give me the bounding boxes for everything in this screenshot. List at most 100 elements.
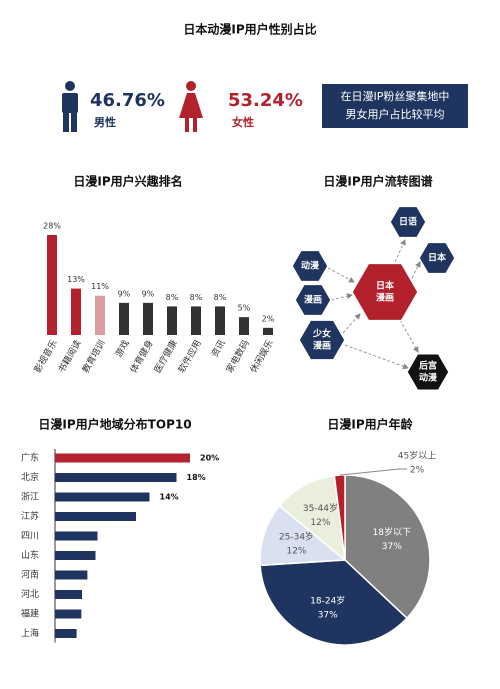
- flow-node-label: 漫画: [376, 292, 394, 304]
- bar: [55, 453, 190, 463]
- value-label: 8%: [214, 293, 227, 302]
- y-tick-label: 广东: [21, 452, 39, 464]
- bar: [55, 473, 177, 482]
- value-label: 2%: [262, 314, 275, 323]
- value-label: 8%: [190, 293, 203, 302]
- x-tick-label: 家电数码: [223, 338, 251, 375]
- page-title: 日本动漫IP用户性别占比: [183, 22, 316, 37]
- flow-node: [418, 241, 456, 275]
- bar: [55, 492, 150, 502]
- bar: [55, 629, 77, 638]
- flow-node-label: 漫画: [313, 340, 331, 352]
- value-label: 18%: [187, 473, 206, 482]
- x-tick-label: 体育健身: [127, 338, 155, 375]
- pie-slice: [344, 474, 431, 620]
- flow-node-label: 日本: [376, 280, 395, 292]
- bar: [239, 317, 249, 335]
- value-label: 9%: [118, 289, 131, 298]
- flow-node-label: 少女: [312, 328, 331, 340]
- female-percent: 53.24%: [228, 90, 303, 111]
- slice-value: 37%: [318, 610, 338, 620]
- bar: [55, 590, 82, 599]
- x-tick-label: 软件应用: [175, 338, 203, 375]
- flow-node: [389, 205, 427, 239]
- slice-label: 35-44岁: [303, 502, 338, 514]
- y-tick-label: 浙江: [21, 491, 39, 503]
- value-label: 14%: [160, 493, 179, 502]
- value-label: 8%: [166, 293, 179, 302]
- x-tick-label: 休闲娱乐: [247, 338, 275, 375]
- pie-slice: [259, 504, 347, 567]
- bar: [55, 531, 98, 541]
- x-tick-label: 游戏: [112, 338, 131, 360]
- y-tick-label: 北京: [21, 471, 39, 483]
- bar: [55, 512, 136, 521]
- y-tick-label: 上海: [21, 627, 39, 639]
- slice-value: 2%: [410, 466, 425, 476]
- flow-node: [291, 249, 329, 283]
- chart-title: 日漫IP用户兴趣排名: [73, 174, 182, 189]
- flow-node-label: 动漫: [301, 260, 320, 272]
- bar: [215, 306, 225, 335]
- bar: [55, 609, 82, 619]
- y-tick-label: 河北: [21, 588, 39, 600]
- flow-node: [298, 319, 346, 361]
- pie-slice: [278, 474, 346, 562]
- slice-label: 18岁以下: [373, 526, 411, 538]
- bar: [55, 551, 96, 560]
- chart-title: 日漫IP用户年龄: [327, 417, 413, 432]
- value-label: 5%: [238, 304, 251, 313]
- bar: [167, 306, 177, 335]
- flow-node-label: 后宫: [419, 360, 437, 372]
- note-line: 在日漫IP粉丝聚集地中: [341, 89, 450, 103]
- note-line: 男女用户占比较平均: [346, 107, 445, 121]
- y-tick-label: 江苏: [21, 510, 39, 522]
- flow-node-label: 日语: [399, 217, 417, 228]
- x-tick-label: 资讯: [209, 338, 228, 359]
- x-tick-label: 影视音乐: [31, 338, 59, 375]
- flow-title: 日漫IP用户流转图谱: [323, 174, 432, 189]
- value-label: 9%: [142, 289, 155, 298]
- slice-label: 18-24岁: [310, 594, 345, 606]
- y-tick-label: 福建: [21, 608, 39, 620]
- flow-node: [294, 283, 332, 317]
- y-tick-label: 山东: [21, 549, 39, 561]
- bar: [143, 302, 153, 335]
- bar: [55, 570, 88, 580]
- bar: [47, 235, 57, 335]
- bar: [95, 295, 105, 335]
- y-tick-label: 四川: [21, 532, 39, 542]
- slice-value: 37%: [382, 542, 402, 552]
- bar: [71, 288, 81, 335]
- slice-value: 12%: [310, 518, 330, 528]
- slice-value: 12%: [286, 547, 306, 557]
- x-tick-label: 医疗健康: [151, 338, 179, 375]
- bar: [263, 327, 273, 335]
- flow-node-label: 动漫: [419, 372, 438, 384]
- x-tick-label: 书籍阅读: [55, 338, 83, 375]
- flow-node: [351, 262, 419, 322]
- male-label: 男性: [94, 115, 116, 129]
- bar: [191, 306, 201, 335]
- male-icon: [62, 81, 78, 132]
- slice-label: 45岁以上: [398, 450, 436, 462]
- female-label: 女性: [232, 115, 254, 129]
- female-icon: [179, 81, 203, 132]
- slice-label: 25-34岁: [279, 531, 314, 543]
- x-tick-label: 教育培训: [79, 338, 107, 375]
- male-percent: 46.76%: [90, 90, 165, 111]
- flow-node-label: 日本: [428, 252, 447, 264]
- leader-line: [339, 468, 407, 476]
- value-label: 13%: [67, 275, 85, 284]
- flow-arrows: [327, 239, 421, 370]
- value-label: 28%: [43, 222, 61, 231]
- value-label: 20%: [200, 454, 219, 463]
- note-box: [322, 84, 468, 128]
- chart-title: 日漫IP用户地域分布TOP10: [38, 417, 191, 432]
- flow-node: [406, 353, 450, 391]
- value-label: 11%: [91, 282, 109, 291]
- pie-slice: [259, 559, 409, 646]
- flow-node-label: 漫画: [304, 294, 322, 306]
